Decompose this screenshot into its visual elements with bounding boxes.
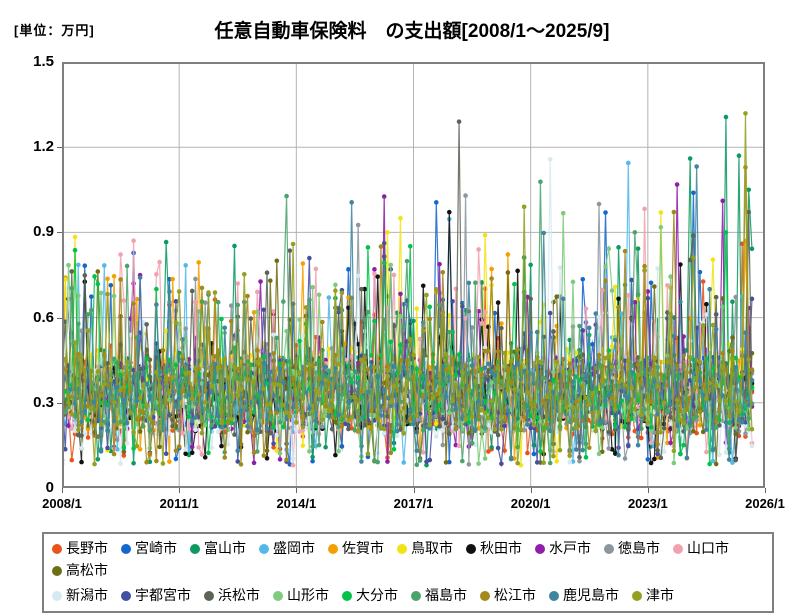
legend-item-label: 水戸市 — [549, 540, 591, 556]
legend-marker-icon — [121, 543, 131, 554]
x-axis-tick-label: 2020/1 — [510, 496, 551, 511]
y-axis-tickmark — [57, 147, 62, 149]
legend-item-label: 津市 — [646, 587, 674, 603]
x-axis-tick-label: 2011/1 — [159, 496, 199, 511]
unit-label: [単位：万円] — [14, 23, 95, 38]
legend-item-label: 鹿児島市 — [563, 587, 619, 603]
legend-marker-icon — [411, 590, 421, 601]
x-axis-tick-label: 2026/1 — [745, 496, 785, 511]
x-axis-tickmark — [647, 488, 649, 493]
y-axis-tick-label: 1.2 — [33, 138, 54, 156]
x-axis-tick-label: 2017/1 — [393, 496, 434, 511]
legend-marker-icon — [480, 590, 490, 601]
legend-item: 松江市 — [480, 586, 536, 605]
legend-item: 新潟市 — [52, 586, 108, 605]
legend-marker-icon — [397, 543, 407, 554]
legend-item: 高松市 — [52, 561, 108, 580]
y-axis-tick-label: 0 — [45, 479, 54, 496]
legend-item-label: 松江市 — [494, 587, 536, 603]
legend-marker-icon — [673, 543, 683, 554]
x-axis-tickmark — [179, 488, 181, 493]
legend-marker-icon — [632, 590, 642, 601]
legend-item-label: 宇都宮市 — [135, 587, 191, 603]
legend-marker-icon — [52, 590, 62, 601]
x-axis-tickmark — [413, 488, 415, 493]
legend-item: 鹿児島市 — [549, 586, 619, 605]
legend-item-label: 長野市 — [66, 540, 108, 556]
legend-item: 山形市 — [273, 586, 329, 605]
legend-item: 福島市 — [411, 586, 467, 605]
legend-marker-icon — [121, 590, 131, 601]
legend-item-label: 佐賀市 — [342, 540, 384, 556]
legend-marker-icon — [535, 543, 545, 554]
legend-marker-icon — [52, 565, 62, 576]
legend-item-label: 大分市 — [356, 587, 398, 603]
x-axis-tickmark — [765, 488, 766, 493]
legend-marker-icon — [604, 543, 614, 554]
plot-area — [62, 62, 765, 488]
legend-item-label: 山口市 — [687, 540, 729, 556]
legend-item: 水戸市 — [535, 539, 591, 558]
legend-item: 徳島市 — [604, 539, 660, 558]
y-axis-tick-label: 1.5 — [33, 53, 54, 70]
legend-item-label: 新潟市 — [66, 587, 108, 603]
legend-item: 盛岡市 — [259, 539, 315, 558]
x-axis-tick-label: 2014/1 — [276, 496, 317, 511]
legend: 長野市 宮崎市 富山市 盛岡市 佐賀市 鳥取市 秋田市 水戸市 徳島市 山口市高松市新潟市 宇都宮市… — [42, 532, 774, 613]
y-axis-tick-label: 0.3 — [33, 393, 54, 411]
x-axis-tickmark — [530, 488, 532, 493]
x-axis-tickmark — [296, 488, 298, 493]
x-axis-tick-label: 2008/1 — [42, 496, 82, 511]
legend-marker-icon — [204, 590, 214, 601]
chart-title: 任意自動車保険料 の支出額[2008/1～2025/9] — [214, 21, 610, 42]
legend-item: 浜松市 — [204, 586, 260, 605]
legend-item: 宇都宮市 — [121, 586, 191, 605]
x-axis-tickmark — [62, 488, 63, 493]
legend-marker-icon — [273, 590, 283, 601]
legend-item-label: 鳥取市 — [411, 540, 453, 556]
chart-canvas — [62, 62, 765, 488]
legend-marker-icon — [52, 543, 62, 554]
legend-marker-icon — [342, 590, 352, 601]
legend-item: 大分市 — [342, 586, 398, 605]
y-axis-tick-label: 0.6 — [33, 308, 54, 326]
y-axis-tick-label: 0.9 — [33, 223, 54, 241]
legend-item-label: 福島市 — [425, 587, 467, 603]
legend-item-label: 秋田市 — [480, 540, 522, 556]
legend-item-label: 富山市 — [204, 540, 246, 556]
legend-item-label: 山形市 — [287, 587, 329, 603]
legend-marker-icon — [190, 543, 200, 554]
legend-item-label: 盛岡市 — [273, 540, 315, 556]
legend-item: 山口市 — [673, 539, 729, 558]
legend-item: 鳥取市 — [397, 539, 453, 558]
legend-item: 富山市 — [190, 539, 246, 558]
y-axis-tickmark — [57, 402, 62, 404]
y-axis-tickmark — [57, 317, 62, 319]
legend-marker-icon — [549, 590, 559, 601]
legend-item: 長野市 — [52, 539, 108, 558]
legend-marker-icon — [259, 543, 269, 554]
legend-item: 佐賀市 — [328, 539, 384, 558]
x-axis-tick-label: 2023/1 — [627, 496, 668, 511]
legend-item: 宮崎市 — [121, 539, 177, 558]
legend-item: 津市 — [632, 586, 674, 605]
legend-marker-icon — [466, 543, 476, 554]
legend-item-label: 徳島市 — [618, 540, 660, 556]
y-axis-tickmark — [57, 232, 62, 234]
legend-item-label: 宮崎市 — [135, 540, 177, 556]
legend-marker-icon — [328, 543, 338, 554]
legend-item-label: 高松市 — [66, 562, 108, 578]
legend-item-label: 浜松市 — [218, 587, 260, 603]
legend-item: 秋田市 — [466, 539, 522, 558]
